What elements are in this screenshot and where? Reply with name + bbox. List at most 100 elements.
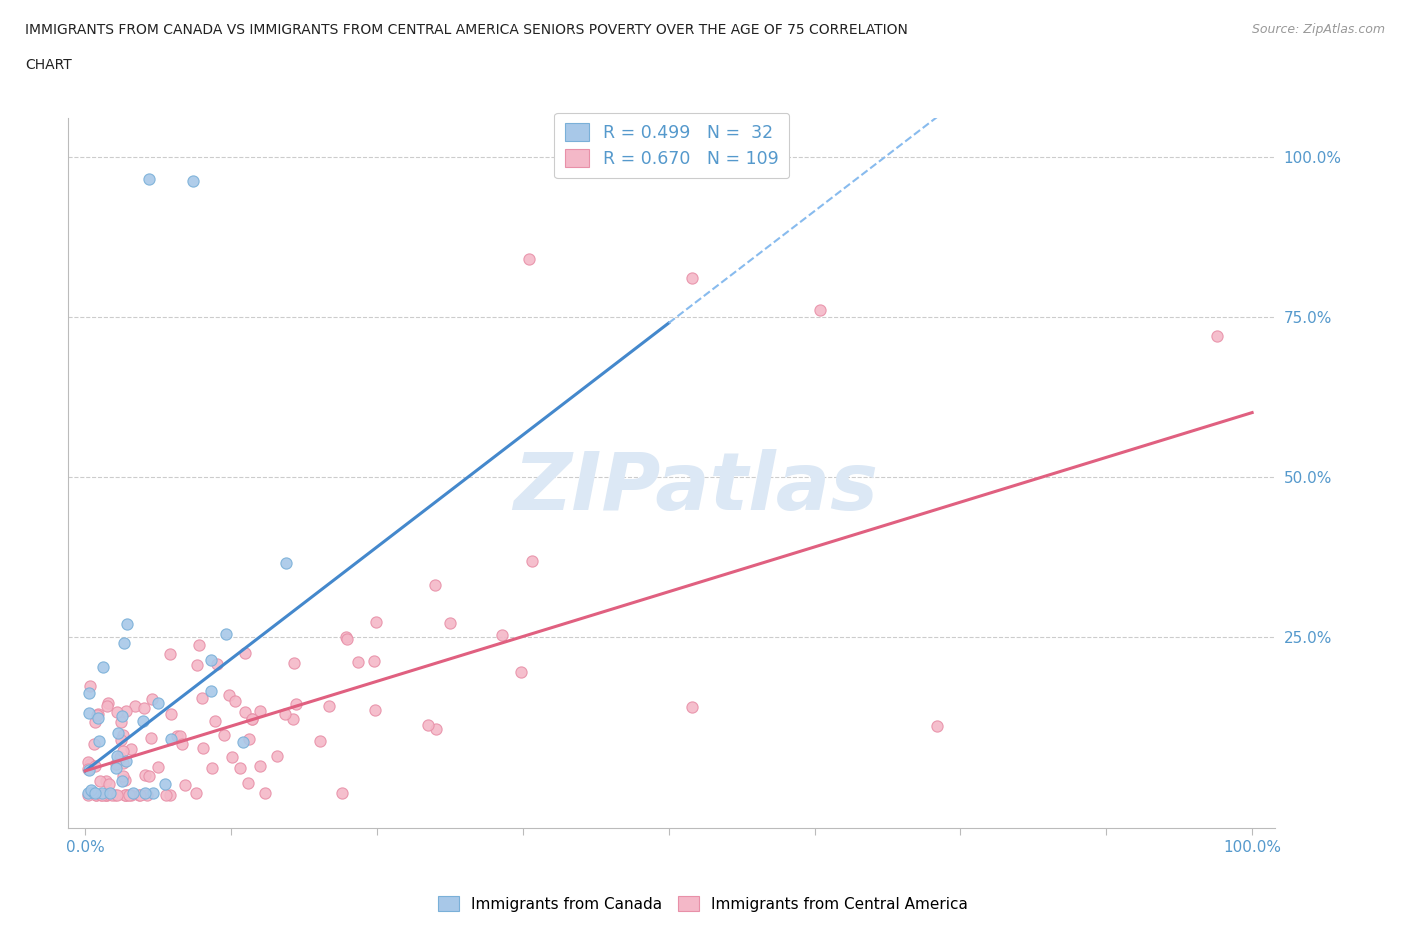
Point bbox=[83, 737, 105, 751]
Point bbox=[233, 705, 256, 720]
Point bbox=[112, 728, 135, 743]
Point bbox=[204, 713, 226, 728]
Point bbox=[115, 753, 138, 768]
Point bbox=[105, 788, 128, 803]
Point bbox=[76, 761, 98, 776]
Point bbox=[129, 788, 152, 803]
Point bbox=[76, 755, 98, 770]
Point bbox=[229, 760, 252, 775]
Text: ZIPatlas: ZIPatlas bbox=[513, 448, 879, 526]
Point bbox=[253, 786, 276, 801]
Point bbox=[218, 688, 240, 703]
Point bbox=[77, 706, 100, 721]
Point bbox=[205, 657, 228, 671]
Point bbox=[104, 788, 127, 803]
Point bbox=[77, 685, 100, 700]
Point bbox=[808, 303, 831, 318]
Point bbox=[517, 252, 540, 267]
Point bbox=[439, 616, 461, 631]
Legend: Immigrants from Canada, Immigrants from Central America: Immigrants from Canada, Immigrants from … bbox=[432, 890, 974, 918]
Point bbox=[96, 788, 118, 803]
Point bbox=[111, 774, 134, 789]
Point bbox=[1206, 328, 1229, 343]
Point bbox=[132, 701, 155, 716]
Point bbox=[107, 725, 129, 740]
Point bbox=[283, 656, 305, 671]
Legend: R = 0.499   N =  32, R = 0.670   N = 109: R = 0.499 N = 32, R = 0.670 N = 109 bbox=[554, 113, 789, 178]
Point bbox=[115, 617, 138, 631]
Point bbox=[491, 628, 513, 643]
Point bbox=[274, 556, 297, 571]
Point bbox=[112, 769, 135, 784]
Point bbox=[79, 679, 101, 694]
Point bbox=[93, 788, 115, 803]
Text: Source: ZipAtlas.com: Source: ZipAtlas.com bbox=[1251, 23, 1385, 36]
Point bbox=[330, 786, 353, 801]
Point bbox=[214, 727, 236, 742]
Point bbox=[115, 788, 138, 803]
Point bbox=[200, 653, 222, 668]
Point bbox=[159, 732, 181, 747]
Point bbox=[363, 654, 385, 669]
Point bbox=[94, 774, 117, 789]
Point bbox=[318, 698, 340, 713]
Point bbox=[120, 742, 142, 757]
Point bbox=[114, 773, 136, 788]
Point bbox=[122, 786, 145, 801]
Point bbox=[172, 737, 194, 751]
Point bbox=[309, 734, 332, 749]
Point bbox=[236, 776, 259, 790]
Point bbox=[160, 706, 183, 721]
Point bbox=[522, 553, 544, 568]
Point bbox=[510, 665, 533, 680]
Point bbox=[249, 758, 271, 773]
Point bbox=[141, 692, 163, 707]
Point bbox=[159, 647, 181, 662]
Point bbox=[101, 788, 124, 803]
Point bbox=[190, 691, 212, 706]
Point bbox=[84, 759, 107, 774]
Point bbox=[281, 712, 304, 727]
Point bbox=[110, 733, 132, 748]
Point bbox=[83, 714, 105, 729]
Text: CHART: CHART bbox=[25, 58, 72, 72]
Point bbox=[335, 630, 357, 644]
Point bbox=[233, 645, 256, 660]
Point bbox=[120, 788, 142, 803]
Point bbox=[146, 760, 169, 775]
Point bbox=[87, 733, 110, 748]
Point bbox=[681, 699, 703, 714]
Point bbox=[139, 730, 162, 745]
Point bbox=[87, 711, 110, 725]
Point bbox=[191, 740, 214, 755]
Point bbox=[80, 783, 103, 798]
Point bbox=[681, 271, 703, 286]
Point bbox=[111, 708, 134, 723]
Point bbox=[416, 717, 439, 732]
Point bbox=[90, 788, 112, 803]
Point bbox=[181, 174, 204, 189]
Point bbox=[79, 757, 101, 772]
Point bbox=[266, 749, 288, 764]
Point bbox=[201, 761, 224, 776]
Point bbox=[240, 711, 263, 726]
Point bbox=[112, 756, 135, 771]
Point bbox=[346, 655, 368, 670]
Point bbox=[284, 697, 307, 711]
Point bbox=[240, 711, 263, 726]
Point bbox=[108, 750, 131, 764]
Point bbox=[91, 659, 114, 674]
Point bbox=[166, 729, 188, 744]
Point bbox=[134, 768, 156, 783]
Point bbox=[155, 788, 177, 803]
Point bbox=[134, 786, 156, 801]
Point bbox=[238, 732, 260, 747]
Point bbox=[104, 761, 127, 776]
Point bbox=[105, 705, 128, 720]
Point bbox=[224, 694, 246, 709]
Point bbox=[115, 703, 138, 718]
Point bbox=[89, 774, 111, 789]
Point bbox=[86, 708, 108, 723]
Point bbox=[184, 786, 207, 801]
Point bbox=[76, 786, 98, 801]
